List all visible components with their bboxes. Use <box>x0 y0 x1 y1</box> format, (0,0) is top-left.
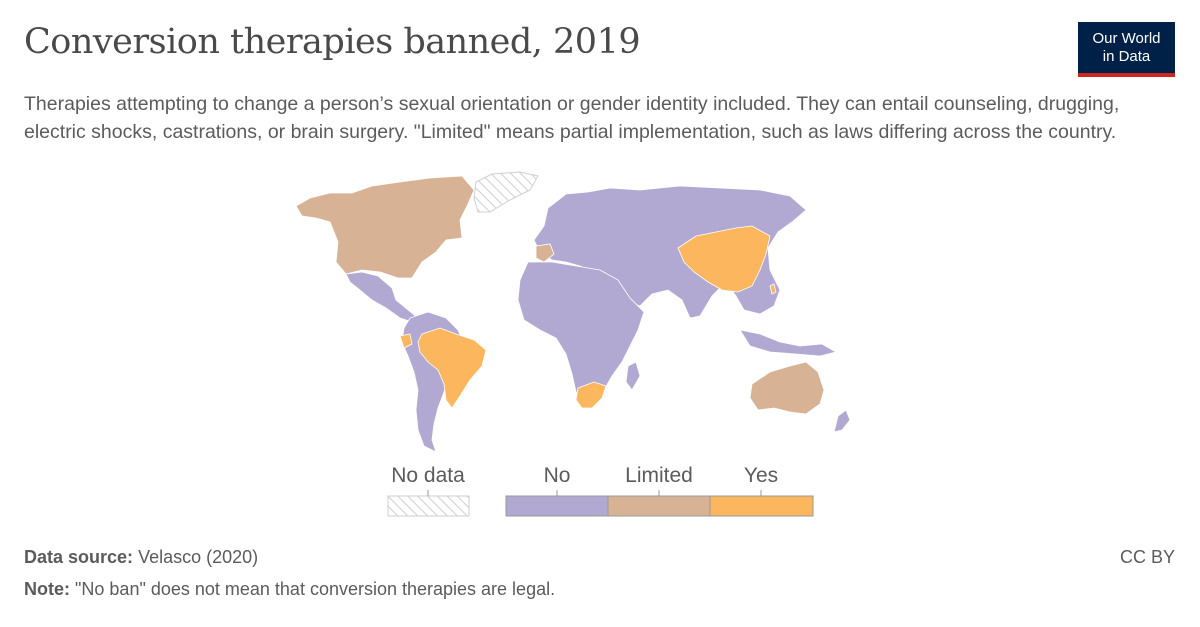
legend-swatch-limited <box>607 495 711 517</box>
note-value: "No ban" does not mean that conversion t… <box>75 579 556 599</box>
legend-label-no: No <box>543 464 571 487</box>
data-source-line: Data source: Velasco (2020) <box>24 547 258 568</box>
logo-line-1: Our World <box>1092 30 1161 47</box>
legend-swatch-yes <box>709 495 814 517</box>
legend-label-yes: Yes <box>743 464 779 487</box>
logo-stripe <box>1078 73 1175 77</box>
legend-swatch-no <box>505 495 609 517</box>
peru-region[interactable] <box>399 333 413 349</box>
license-link[interactable]: CC BY <box>1119 547 1175 567</box>
chart-subtitle: Therapies attempting to change a person’… <box>24 93 1120 143</box>
north-america-region[interactable] <box>295 175 475 279</box>
legend-label-no-data: No data <box>391 464 465 487</box>
logo-line-2: in Data <box>1102 48 1151 65</box>
chart-title: Conversion therapies banned, 2019 <box>24 22 641 62</box>
note-line: Note: "No ban" does not mean that conver… <box>24 579 555 600</box>
note-label: Note: <box>24 579 70 599</box>
legend-label-limited: Limited <box>625 464 693 487</box>
australia-region[interactable] <box>749 361 825 415</box>
madagascar-region[interactable] <box>625 361 641 391</box>
greenland-region[interactable] <box>473 171 539 213</box>
china-region[interactable] <box>677 225 771 293</box>
owid-logo[interactable]: Our World in Data <box>1078 22 1175 77</box>
new-zealand-region[interactable] <box>833 409 851 433</box>
legend-no-data-swatch <box>387 495 470 517</box>
brazil-region[interactable] <box>417 327 487 409</box>
south-africa-region[interactable] <box>575 381 607 409</box>
data-source-value[interactable]: Velasco (2020) <box>138 547 259 567</box>
taiwan-region[interactable] <box>769 283 777 295</box>
spain-region[interactable] <box>535 243 555 263</box>
data-source-label: Data source: <box>24 547 134 567</box>
southeast-asia-region[interactable] <box>739 329 838 357</box>
mexico-central-america-region[interactable] <box>345 271 419 323</box>
